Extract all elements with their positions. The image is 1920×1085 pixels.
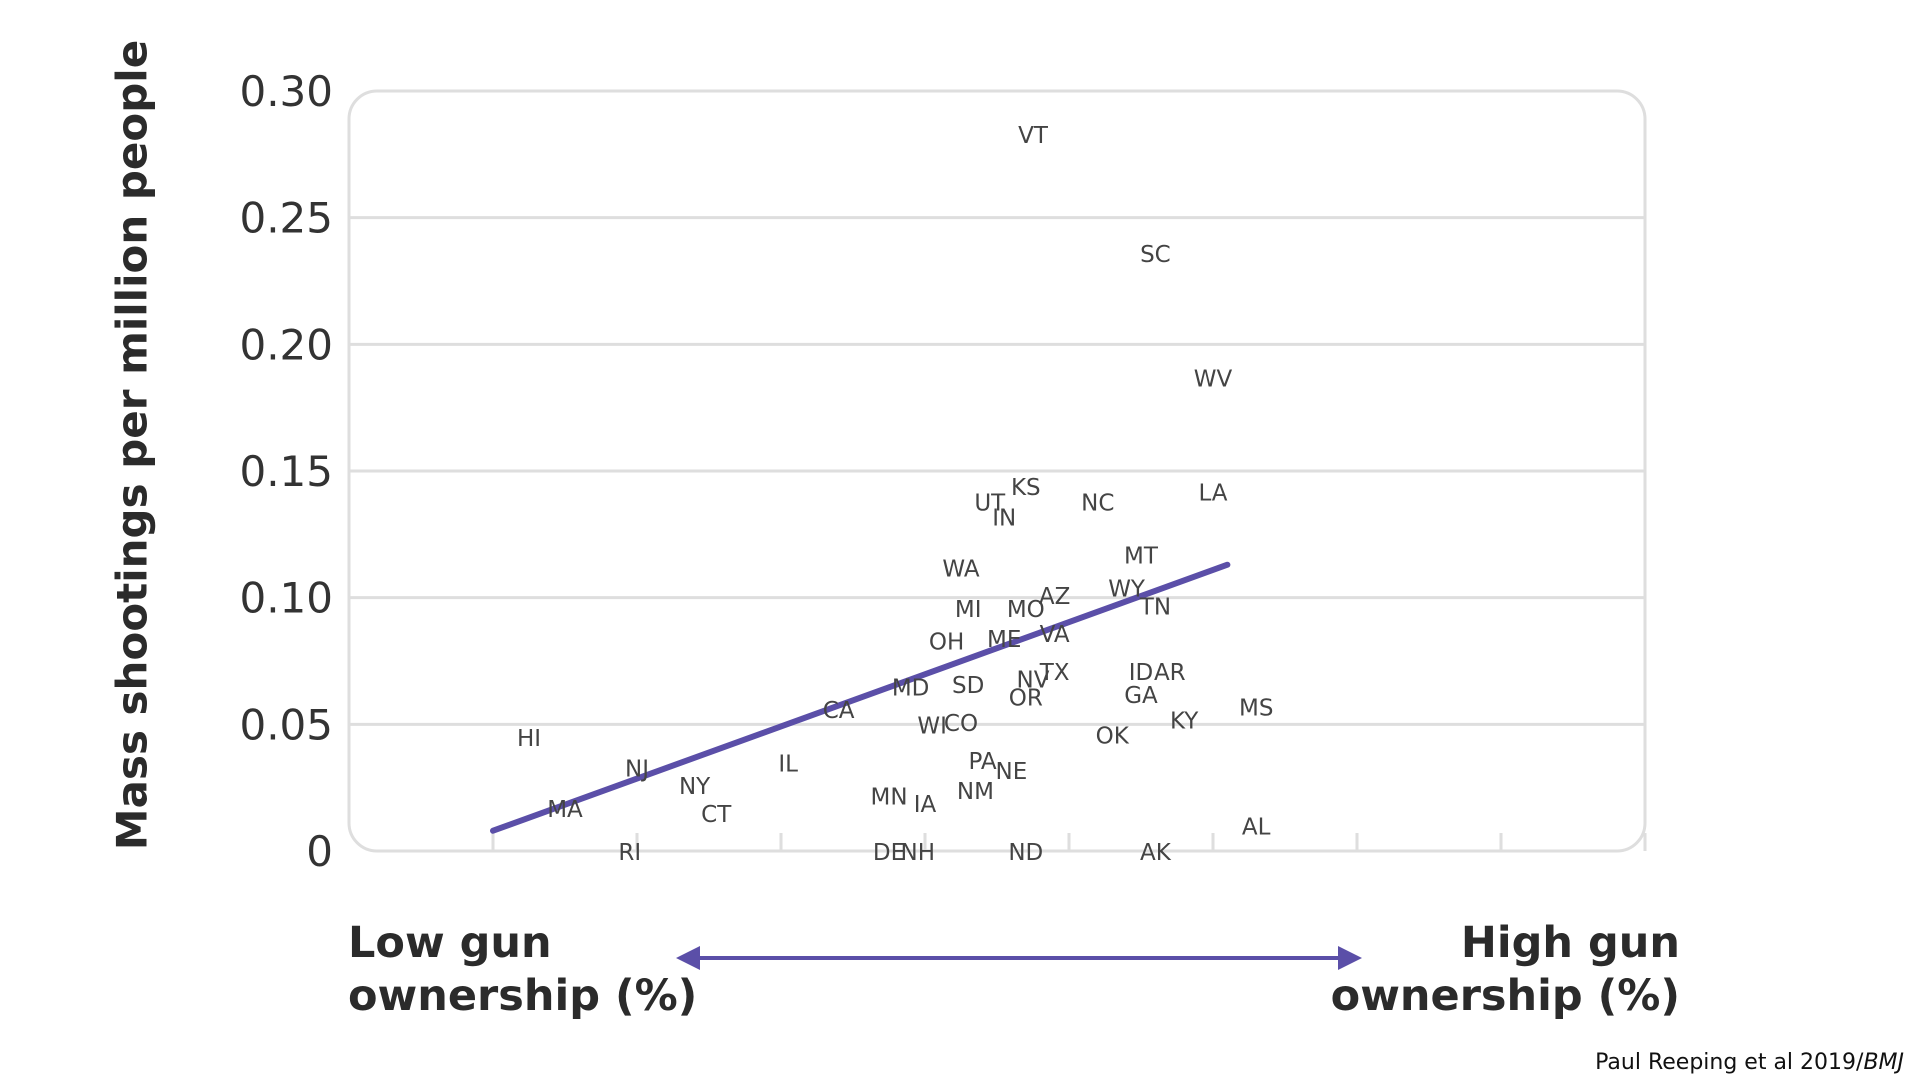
- source-citation: Paul Reeping et al 2019/BMJ: [1595, 1050, 1904, 1075]
- data-point-wy: WY: [1108, 577, 1146, 603]
- data-point-nv: NV: [1017, 668, 1050, 694]
- data-point-il: IL: [778, 751, 798, 777]
- data-point-ma: MA: [547, 797, 583, 823]
- data-point-mi: MI: [955, 597, 982, 623]
- data-point-me: ME: [987, 627, 1021, 653]
- data-point-nm: NM: [957, 779, 994, 805]
- data-point-ms: MS: [1239, 696, 1273, 722]
- y-axis-label: Mass shootings per million people: [107, 39, 157, 851]
- data-point-az: AZ: [1039, 584, 1071, 610]
- data-point-in: IN: [992, 506, 1016, 532]
- data-point-wv: WV: [1194, 366, 1233, 392]
- y-tick-label: 0.30: [239, 67, 333, 116]
- data-point-sd: SD: [952, 673, 984, 699]
- source-journal: BMJ: [1863, 1050, 1904, 1075]
- trend-line: [490, 561, 1231, 834]
- data-point-tx: TX: [1039, 660, 1070, 686]
- source-authors: Paul Reeping et al 2019/: [1595, 1050, 1864, 1075]
- data-point-ri: RI: [618, 840, 641, 866]
- data-point-ak: AK: [1140, 840, 1172, 866]
- data-point-mn: MN: [870, 784, 907, 810]
- data-point-nh: NH: [901, 840, 936, 866]
- data-point-nj: NJ: [625, 756, 649, 782]
- data-point-al: AL: [1242, 815, 1271, 841]
- y-tick-label: 0.15: [239, 447, 333, 496]
- data-point-hi: HI: [517, 726, 541, 752]
- data-point-ny: NY: [679, 774, 711, 800]
- data-point-md: MD: [892, 675, 930, 701]
- data-point-wi: WI: [917, 713, 947, 739]
- y-tick-label: 0: [306, 827, 333, 876]
- data-point-ca: CA: [823, 698, 855, 724]
- data-point-va: VA: [1040, 622, 1070, 648]
- data-point-mt: MT: [1124, 544, 1159, 570]
- data-point-pa: PA: [969, 749, 997, 775]
- data-point-nd: ND: [1008, 840, 1043, 866]
- x-axis-label-high-line1: High gun: [1460, 918, 1680, 968]
- data-point-co: CO: [944, 711, 978, 737]
- data-point-ut: UT: [974, 490, 1006, 516]
- y-tick-label: 0.25: [239, 194, 333, 243]
- x-axis-label-high-line2: ownership (%): [1330, 971, 1680, 1021]
- data-point-nc: NC: [1081, 490, 1114, 516]
- data-point-tn: TN: [1139, 594, 1171, 620]
- arrow-head-left: [676, 946, 700, 970]
- x-axis-label-low-line2: ownership (%): [348, 971, 698, 1021]
- data-point-la: LA: [1198, 480, 1227, 506]
- data-point-mo: MO: [1007, 597, 1045, 623]
- y-tick-label: 0.10: [239, 574, 333, 623]
- data-point-wa: WA: [942, 556, 979, 582]
- x-axis-label-low: Low gun ownership (%): [348, 917, 697, 1023]
- data-point-ct: CT: [701, 802, 732, 828]
- data-point-or: OR: [1009, 685, 1043, 711]
- data-point-id: ID: [1129, 660, 1154, 686]
- data-point-ok: OK: [1096, 723, 1130, 749]
- data-point-ne: NE: [996, 759, 1028, 785]
- data-point-ia: IA: [914, 792, 937, 818]
- data-point-de: DE: [873, 840, 905, 866]
- data-point-ga: GA: [1124, 683, 1158, 709]
- y-tick-label: 0.05: [239, 700, 333, 749]
- data-point-sc: SC: [1140, 242, 1171, 268]
- data-point-ar: AR: [1154, 660, 1186, 686]
- arrow-head-right: [1338, 946, 1362, 970]
- y-tick-label: 0.20: [239, 320, 333, 369]
- x-axis-label-low-line1: Low gun: [348, 918, 552, 968]
- data-point-ky: KY: [1170, 708, 1199, 734]
- x-axis-label-high: High gun ownership (%): [1331, 917, 1680, 1023]
- data-point-vt: VT: [1018, 123, 1049, 149]
- data-point-oh: OH: [929, 630, 964, 656]
- data-point-ks: KS: [1011, 475, 1041, 501]
